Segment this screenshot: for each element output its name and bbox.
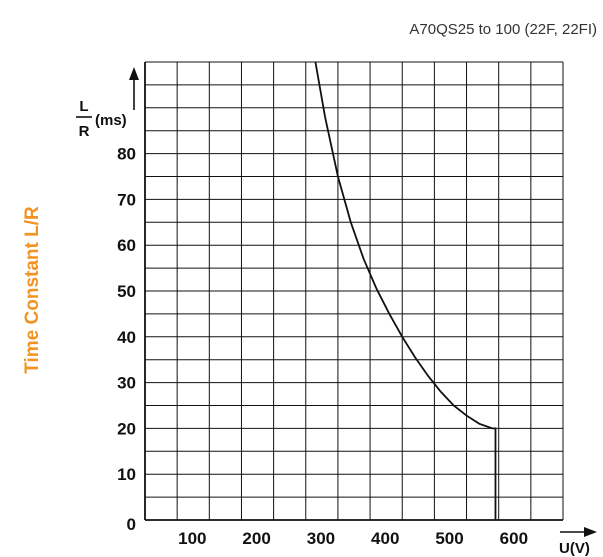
x-tick-label: 500 [435, 529, 463, 548]
y-tick-label: 20 [117, 419, 136, 438]
y-tick-label: 40 [117, 328, 136, 347]
chart-title: A70QS25 to 100 (22F, 22FI) [409, 21, 597, 38]
x-axis-arrow-head [584, 527, 597, 537]
y-axis-arrow-head [129, 67, 139, 80]
series-line [314, 61, 497, 520]
y-tick-label: 70 [117, 190, 136, 209]
y-label-fraction-bottom: R [79, 123, 90, 140]
y-label-unit: (ms) [95, 112, 127, 129]
y-tick-label: 0 [127, 515, 136, 534]
x-label: U(V) [559, 540, 590, 557]
y-tick-label: 30 [117, 374, 136, 393]
x-axis-label: U(V) [559, 540, 590, 557]
y-tick-label: 10 [117, 465, 136, 484]
x-tick-label: 300 [307, 529, 335, 548]
y-tick-label: 80 [117, 145, 136, 164]
y-tick-label: 50 [117, 282, 136, 301]
side-label: Time Constant L/R [22, 206, 43, 374]
x-tick-label: 400 [371, 529, 399, 548]
y-tick-labels: 0 10 20 30 40 50 60 70 80 [117, 145, 136, 534]
y-label-fraction-top: L [79, 98, 88, 115]
grid [144, 61, 564, 521]
x-tick-labels: 100 200 300 400 500 600 [178, 529, 528, 548]
y-tick-label: 60 [117, 236, 136, 255]
y-axis-label: L R (ms) [76, 98, 127, 140]
axes [129, 62, 597, 537]
x-tick-label: 600 [500, 529, 528, 548]
x-tick-label: 100 [178, 529, 206, 548]
x-tick-label: 200 [242, 529, 270, 548]
